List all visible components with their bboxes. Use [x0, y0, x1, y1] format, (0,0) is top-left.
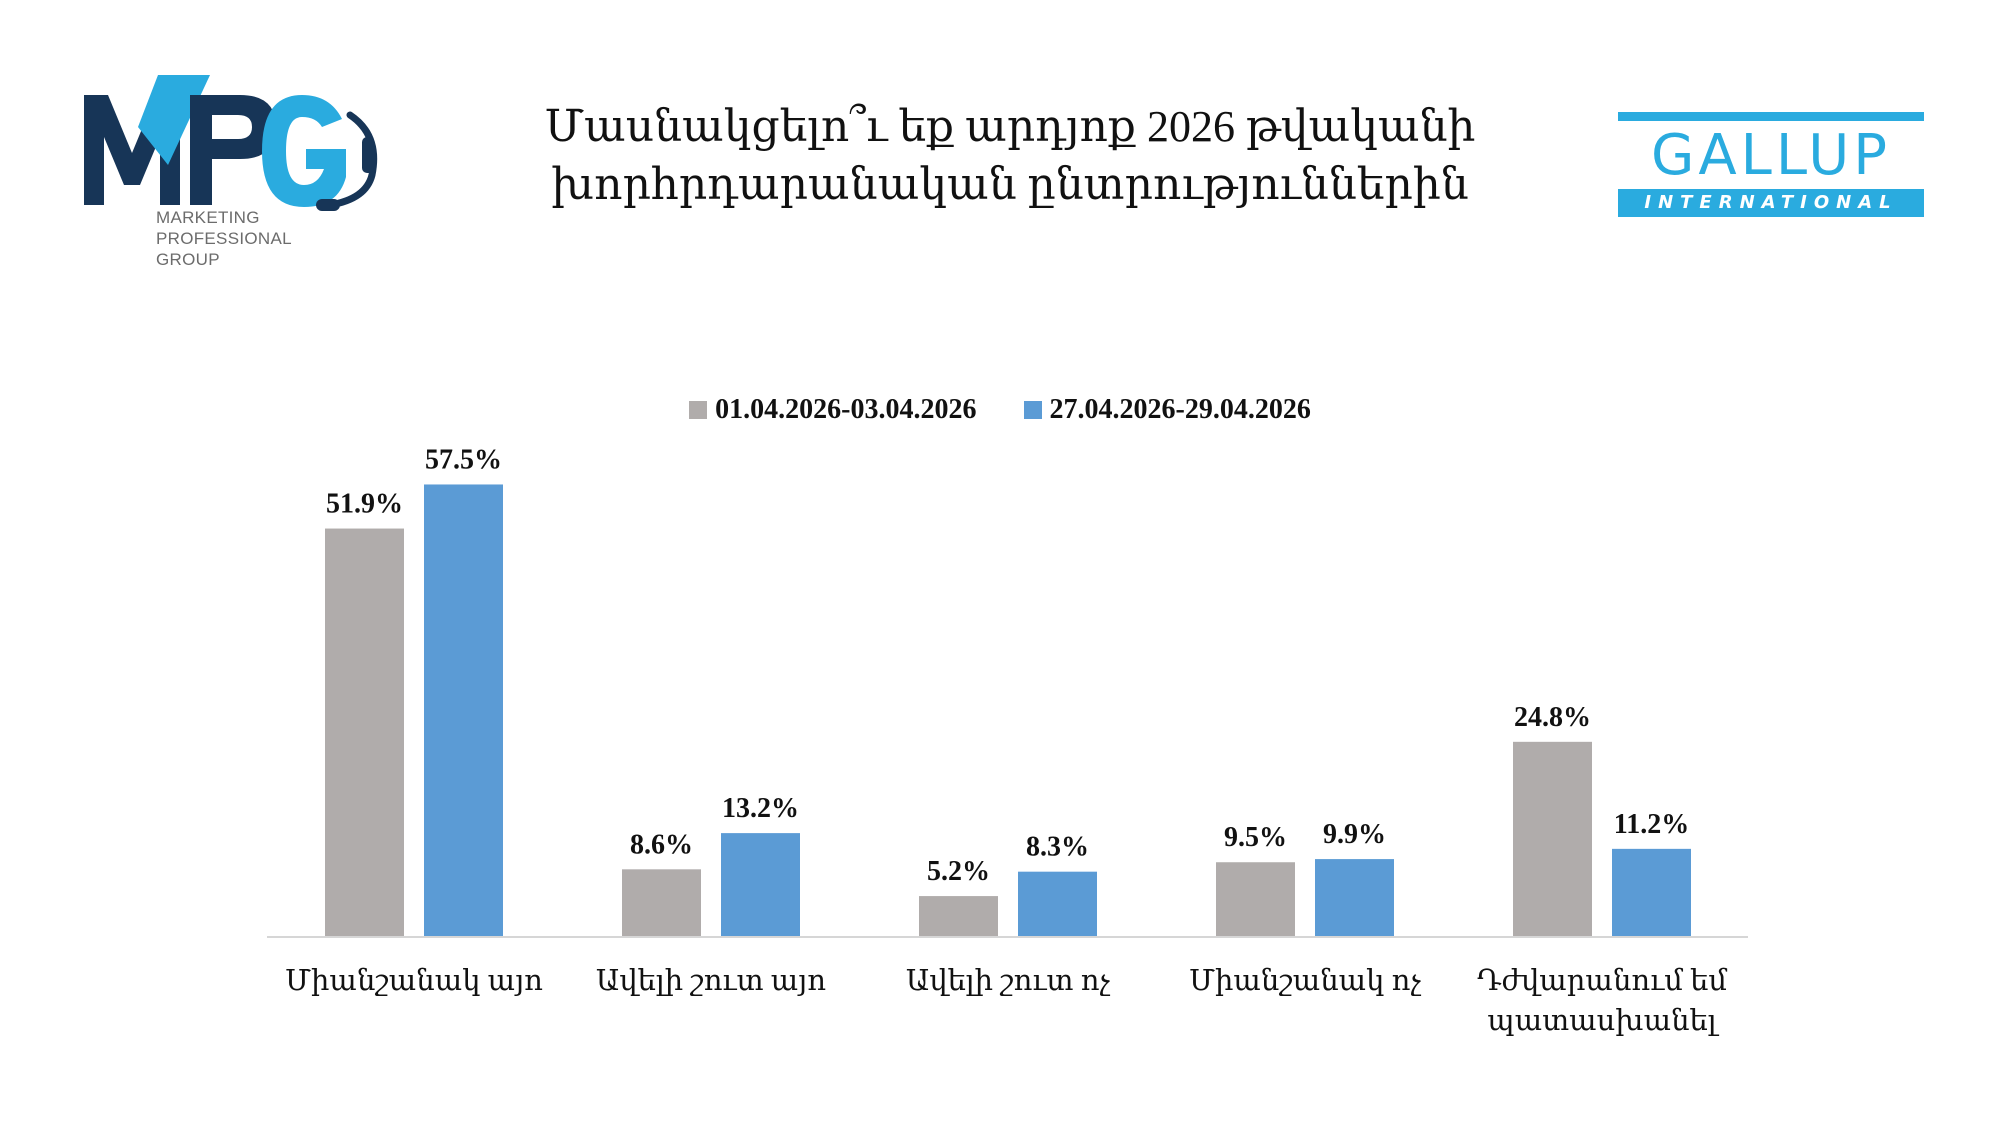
- chart-title-line-1: Մասնակցելո՞ւ եք արդյոք 2026 թվականի: [544, 102, 1476, 151]
- mpg-logo-subtitle: MARKETING PROFESSIONAL GROUP: [156, 207, 292, 270]
- category-label-1: Միանշանակ այո: [285, 965, 543, 997]
- bar-series-1-cat-1: [325, 528, 404, 937]
- legend-item-series-2: 27.04.2026-29.04.2026: [1023, 392, 1311, 428]
- category-label-4: Միանշանակ ոչ: [1189, 965, 1421, 997]
- data-label-series-1-cat-2: 8.6%: [630, 829, 693, 860]
- legend-item-series-1: 01.04.2026-03.04.2026: [689, 392, 977, 428]
- bar-series-1-cat-3: [919, 896, 998, 937]
- data-label-series-2-cat-4: 9.9%: [1323, 819, 1386, 850]
- data-label-series-2-cat-5: 11.2%: [1614, 809, 1689, 840]
- chart-legend: 01.04.2026-03.04.2026 27.04.2026-29.04.2…: [0, 392, 2000, 429]
- category-label-2: Ավելի շուտ այո: [596, 965, 826, 997]
- data-label-series-1-cat-1: 51.9%: [326, 489, 403, 520]
- bar-series-2-cat-3: [1018, 871, 1097, 937]
- data-label-series-1-cat-5: 24.8%: [1514, 702, 1591, 733]
- gallup-logo-sub: INTERNATIONAL: [1618, 189, 1924, 217]
- gallup-logo-bar: [1618, 112, 1924, 121]
- mpg-line-2: PROFESSIONAL: [156, 229, 292, 248]
- bar-series-1-cat-5: [1513, 741, 1592, 937]
- bar-series-1-cat-2: [622, 869, 701, 937]
- bar-series-2-cat-2: [721, 833, 800, 937]
- bar-series-2-cat-1: [424, 484, 503, 937]
- mpg-logo-mark: [84, 75, 378, 211]
- bar-series-2-cat-4: [1315, 859, 1394, 937]
- data-label-series-2-cat-1: 57.5%: [425, 444, 502, 475]
- chart-title-line-2: խորհրդարանական ընտրություններին: [551, 160, 1469, 209]
- chart-title: Մասնակցելո՞ւ եք արդյոք 2026 թվականի խորհ…: [470, 98, 1550, 214]
- data-label-series-2-cat-2: 13.2%: [722, 793, 799, 824]
- gallup-logo: GALLUP INTERNATIONAL: [1618, 112, 1924, 220]
- mpg-line-1: MARKETING: [156, 208, 260, 227]
- data-label-series-1-cat-3: 5.2%: [927, 856, 990, 887]
- legend-swatch-series-1: [689, 401, 708, 419]
- mpg-logo: MARKETING PROFESSIONAL GROUP: [80, 65, 410, 280]
- gallup-logo-word: GALLUP: [1650, 123, 1892, 188]
- bar-series-1-cat-4: [1216, 862, 1295, 937]
- data-label-series-1-cat-4: 9.5%: [1224, 822, 1287, 853]
- bar-series-2-cat-5: [1612, 848, 1691, 937]
- category-label-5-line-2: պատասխանել: [1487, 1005, 1719, 1037]
- mpg-line-3: GROUP: [156, 250, 220, 269]
- data-label-series-2-cat-3: 8.3%: [1026, 832, 1089, 863]
- legend-label-series-1: 01.04.2026-03.04.2026: [715, 394, 977, 425]
- category-label-5-line-1: Դժվարանում եմ: [1477, 965, 1727, 997]
- category-label-3: Ավելի շուտ ոչ: [906, 965, 1111, 997]
- legend-label-series-2: 27.04.2026-29.04.2026: [1049, 394, 1311, 425]
- legend-swatch-series-2: [1023, 401, 1042, 419]
